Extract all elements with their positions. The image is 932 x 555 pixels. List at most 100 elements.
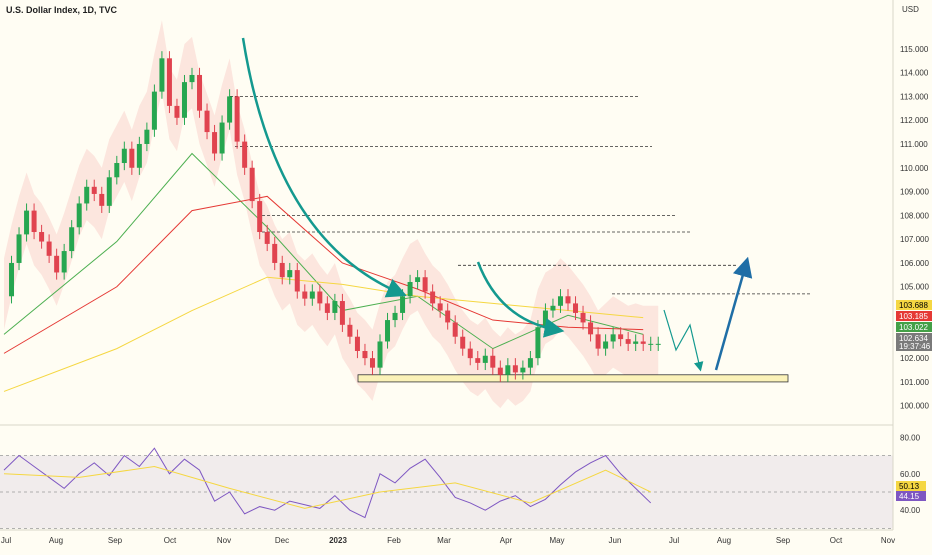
- candle-body: [99, 193, 105, 206]
- candle-body: [227, 96, 233, 123]
- candle-body: [648, 343, 654, 345]
- x-tick-label: Nov: [881, 536, 895, 545]
- rsi-y-tick-label: 60.00: [900, 470, 921, 479]
- candle-body: [452, 322, 458, 337]
- x-tick-label: Aug: [717, 536, 731, 545]
- x-tick-label: Oct: [830, 536, 843, 545]
- y-tick-label: 107.000: [900, 235, 929, 244]
- x-tick-label: Aug: [49, 536, 63, 545]
- candle-body: [354, 336, 360, 351]
- x-tick-label: Oct: [164, 536, 177, 545]
- y-tick-label: 114.000: [900, 69, 929, 78]
- candle-body: [61, 251, 67, 273]
- price-badge: [896, 300, 932, 310]
- candle-body: [121, 148, 127, 164]
- candle-body: [106, 177, 112, 206]
- chart-title: U.S. Dollar Index, 1D, TVC: [6, 5, 118, 15]
- candle-body: [422, 277, 428, 292]
- candle-body: [189, 74, 195, 83]
- price-badge: [896, 311, 932, 321]
- candle-body: [430, 291, 436, 304]
- rsi-line: [3, 465, 651, 509]
- price-badge: [896, 333, 932, 343]
- x-tick-label: Sep: [108, 536, 123, 545]
- candle-body: [347, 324, 353, 337]
- candle-body: [595, 334, 601, 349]
- y-tick-label: 115.000: [900, 45, 929, 54]
- price-badge-label: 103.185: [899, 312, 928, 321]
- candle-body: [557, 296, 563, 306]
- price-badge-label: 19:37:46: [899, 342, 931, 351]
- candle-body: [204, 110, 210, 133]
- y-tick-label: 110.000: [900, 164, 929, 173]
- candle-body: [407, 281, 413, 297]
- y-tick-label: 109.000: [900, 188, 929, 197]
- candle-body: [339, 301, 345, 325]
- candle-body: [287, 270, 293, 278]
- moving-average-line: [3, 195, 644, 354]
- price-badge: [896, 341, 932, 351]
- candle-body: [46, 241, 52, 256]
- candle-body: [497, 367, 503, 375]
- price-pane: [3, 20, 812, 409]
- candle-body: [272, 243, 278, 263]
- candle-body: [550, 305, 556, 311]
- candle-body: [264, 232, 270, 244]
- candle-body: [392, 312, 398, 321]
- candle-body: [467, 348, 473, 359]
- y-tick-label: 113.000: [900, 92, 929, 101]
- y-tick-label: 108.000: [900, 211, 929, 220]
- candle-body: [625, 339, 631, 344]
- candle-body: [309, 291, 315, 299]
- candle-body: [445, 310, 451, 323]
- candle-body: [565, 296, 571, 304]
- rsi-pane: [0, 447, 893, 529]
- rsi-badge: [896, 481, 926, 491]
- candle-body: [294, 270, 300, 292]
- candle-body: [212, 132, 218, 154]
- candle-body: [39, 232, 45, 242]
- candle-body: [610, 334, 616, 342]
- price-badge-label: 103.022: [899, 323, 928, 332]
- y-tick-label: 111.000: [900, 140, 928, 149]
- x-tick-label: Nov: [217, 536, 231, 545]
- candle-body: [197, 74, 203, 111]
- breakout-arrow: [714, 256, 753, 371]
- rsi-badge-label: 44.15: [899, 492, 920, 501]
- rsi-badge-label: 50.13: [899, 482, 920, 491]
- candle-body: [385, 320, 391, 342]
- candle-body: [84, 186, 90, 204]
- support-zone: [357, 374, 789, 383]
- candle-body: [166, 58, 172, 106]
- price-badge: [896, 322, 932, 332]
- price-badge-label: 103.688: [899, 301, 928, 310]
- candle-body: [573, 303, 579, 313]
- candle-body: [129, 148, 135, 168]
- candle-body: [535, 327, 541, 359]
- candle-body: [76, 203, 82, 228]
- candle-body: [31, 210, 37, 233]
- x-tick-label: Jun: [609, 536, 622, 545]
- candle-body: [437, 303, 443, 311]
- candle-body: [527, 358, 533, 368]
- x-tick-label: Apr: [500, 536, 513, 545]
- candle-body: [242, 141, 248, 168]
- candle-body: [234, 96, 240, 142]
- projection-path: [663, 309, 704, 372]
- price-band-shading: [4, 20, 659, 409]
- candle-body: [588, 322, 594, 335]
- candle-body: [640, 341, 646, 344]
- y-tick-label: 112.000: [900, 116, 929, 125]
- candle-body: [69, 227, 75, 252]
- candle-body: [219, 122, 225, 154]
- x-tick-label: Sep: [776, 536, 791, 545]
- candle-body: [475, 358, 481, 363]
- curve-arrow: [476, 261, 565, 338]
- candle-body: [174, 105, 180, 118]
- candle-body: [460, 336, 466, 349]
- x-tick-label: Feb: [387, 536, 401, 545]
- x-tick-label: Jul: [1, 536, 11, 545]
